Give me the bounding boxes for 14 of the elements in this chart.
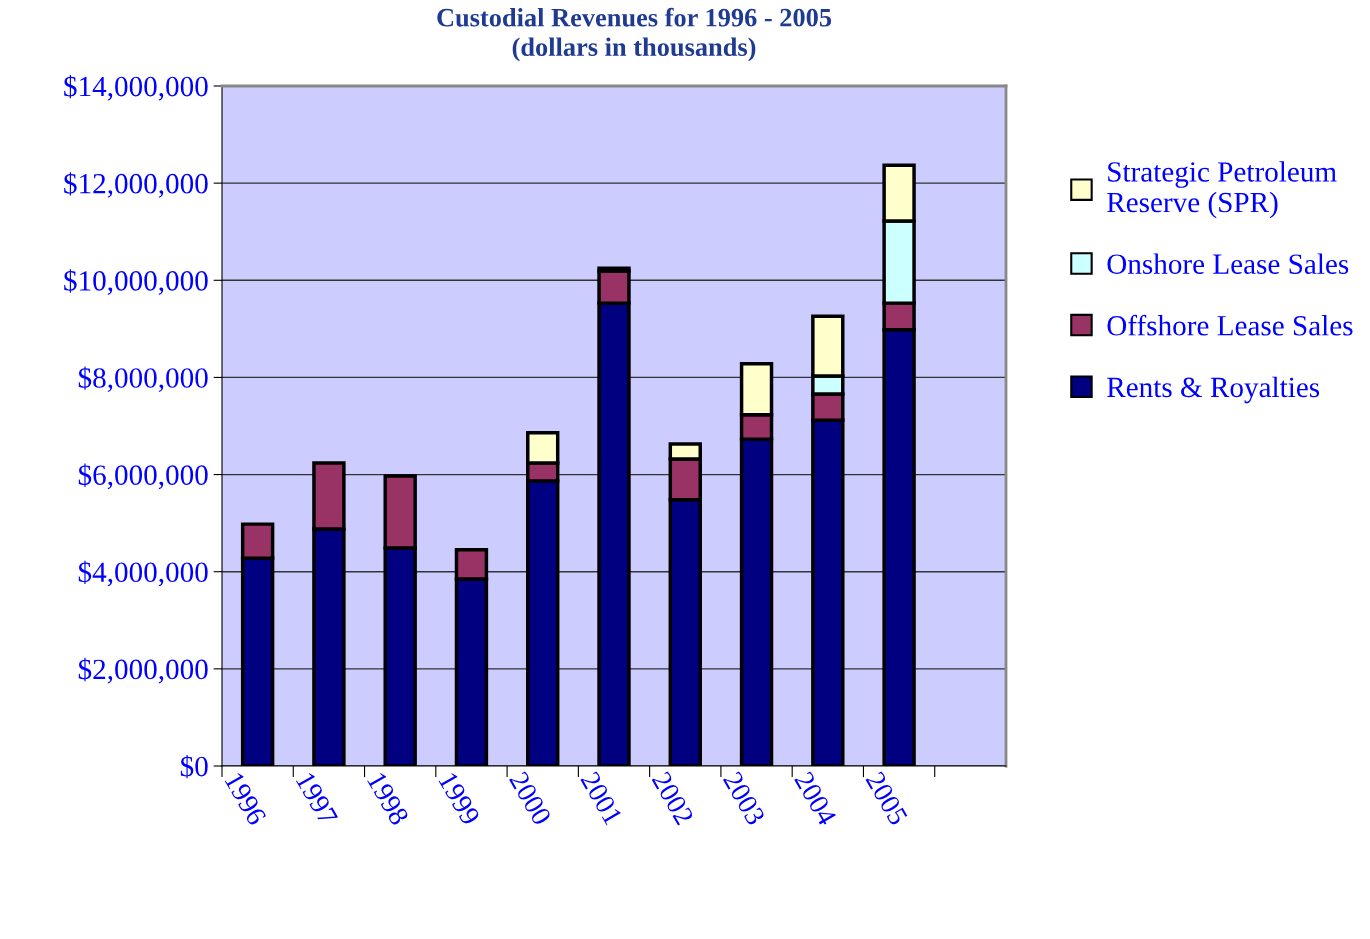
legend-label: Onshore Lease Sales (1107, 253, 1349, 274)
y-tick-label: $0 (180, 755, 208, 779)
y-tick-label: $6,000,000 (78, 463, 208, 490)
chart-title: Custodial Revenues for 1996 - 2005 (dollars in thousands) (437, 7, 832, 62)
legend-label: Rents & Royalties (1107, 376, 1320, 404)
y-tick-label: $2,000,000 (78, 657, 208, 684)
legend-label: Offshore Lease Sales (1107, 314, 1353, 336)
legend-label: Strategic Petroleum Reserve (SPR) (1107, 161, 1337, 219)
y-tick-label: $14,000,000 (64, 75, 208, 101)
y-tick-label: $4,000,000 (78, 560, 208, 587)
y-tick-label: $12,000,000 (64, 172, 208, 198)
y-tick-label: $10,000,000 (64, 269, 208, 295)
y-tick-label: $8,000,000 (78, 366, 208, 393)
x-tick-label: 1997 (295, 771, 339, 827)
